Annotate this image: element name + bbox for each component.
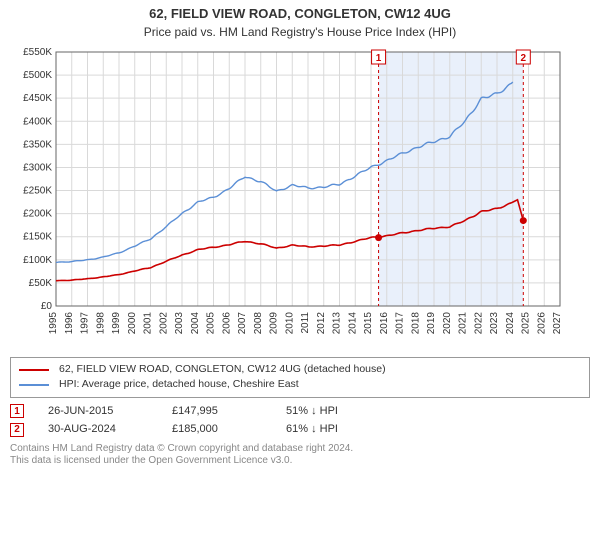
svg-text:2002: 2002 xyxy=(158,312,169,335)
svg-text:2007: 2007 xyxy=(237,312,248,335)
svg-text:1995: 1995 xyxy=(48,312,59,335)
svg-text:2026: 2026 xyxy=(536,312,547,335)
svg-text:2020: 2020 xyxy=(442,312,453,335)
sale-price: £147,995 xyxy=(172,404,262,418)
svg-text:£200K: £200K xyxy=(23,209,52,220)
svg-text:2012: 2012 xyxy=(316,312,327,335)
legend-item-property: 62, FIELD VIEW ROAD, CONGLETON, CW12 4UG… xyxy=(19,362,581,378)
svg-text:2022: 2022 xyxy=(473,312,484,335)
legend-swatch-property xyxy=(19,369,49,371)
sale-marker: 2 xyxy=(10,423,24,437)
svg-text:2025: 2025 xyxy=(521,312,532,335)
svg-text:2010: 2010 xyxy=(284,312,295,335)
footer-note: Contains HM Land Registry data © Crown c… xyxy=(10,443,590,468)
svg-text:£150K: £150K xyxy=(23,232,52,243)
page-subtitle: Price paid vs. HM Land Registry's House … xyxy=(10,25,590,41)
sale-date: 30-AUG-2024 xyxy=(48,422,148,436)
svg-text:2008: 2008 xyxy=(253,312,264,335)
svg-text:1997: 1997 xyxy=(80,312,91,335)
svg-text:1: 1 xyxy=(376,53,382,64)
svg-text:£100K: £100K xyxy=(23,255,52,266)
header: 62, FIELD VIEW ROAD, CONGLETON, CW12 4UG… xyxy=(10,6,590,40)
svg-text:2009: 2009 xyxy=(269,312,280,335)
svg-text:2018: 2018 xyxy=(410,312,421,335)
price-chart: £0 £50K £100K £150K £200K £250K £300K £350K £400… xyxy=(10,46,590,350)
sale-marker: 1 xyxy=(10,404,24,418)
svg-text:2021: 2021 xyxy=(458,312,469,335)
legend: 62, FIELD VIEW ROAD, CONGLETON, CW12 4UG… xyxy=(10,357,590,398)
sale-row: 1 26-JUN-2015 £147,995 51% ↓ HPI xyxy=(10,402,590,420)
legend-label-hpi: HPI: Average price, detached house, Ches… xyxy=(59,378,299,392)
sale-date: 26-JUN-2015 xyxy=(48,404,148,418)
svg-text:1998: 1998 xyxy=(95,312,106,335)
svg-text:2014: 2014 xyxy=(347,312,358,335)
svg-text:1996: 1996 xyxy=(64,312,75,335)
sales-list: 1 26-JUN-2015 £147,995 51% ↓ HPI 2 30-AUG-202… xyxy=(10,402,590,439)
sale-price: £185,000 xyxy=(172,422,262,436)
svg-text:£250K: £250K xyxy=(23,186,52,197)
svg-text:1999: 1999 xyxy=(111,312,122,335)
svg-text:£500K: £500K xyxy=(23,71,52,82)
svg-text:2: 2 xyxy=(521,53,527,64)
legend-swatch-hpi xyxy=(19,384,49,386)
sale-hpi: 61% ↓ HPI xyxy=(286,422,338,436)
svg-text:2003: 2003 xyxy=(174,312,185,335)
svg-text:2011: 2011 xyxy=(300,312,311,334)
svg-text:2016: 2016 xyxy=(379,312,390,335)
svg-text:£450K: £450K xyxy=(23,94,52,105)
legend-item-hpi: HPI: Average price, detached house, Ches… xyxy=(19,377,581,393)
svg-text:£550K: £550K xyxy=(23,47,52,58)
svg-text:2027: 2027 xyxy=(552,312,563,335)
footer-line2: This data is licensed under the Open Gov… xyxy=(10,455,590,468)
sale-hpi: 51% ↓ HPI xyxy=(286,404,338,418)
svg-text:2015: 2015 xyxy=(363,312,374,335)
svg-text:£50K: £50K xyxy=(29,278,53,289)
svg-text:£400K: £400K xyxy=(23,117,52,128)
svg-text:2017: 2017 xyxy=(395,312,406,335)
svg-text:2000: 2000 xyxy=(127,312,138,335)
svg-text:£300K: £300K xyxy=(23,163,52,174)
footer-line1: Contains HM Land Registry data © Crown c… xyxy=(10,443,590,456)
legend-label-property: 62, FIELD VIEW ROAD, CONGLETON, CW12 4UG… xyxy=(59,363,386,377)
svg-text:2019: 2019 xyxy=(426,312,437,335)
svg-text:2001: 2001 xyxy=(143,312,154,335)
svg-text:2005: 2005 xyxy=(206,312,217,335)
svg-text:2004: 2004 xyxy=(190,312,201,335)
svg-text:£0: £0 xyxy=(41,301,53,312)
page-title: 62, FIELD VIEW ROAD, CONGLETON, CW12 4UG xyxy=(10,6,590,23)
svg-text:2006: 2006 xyxy=(221,312,232,335)
svg-text:2013: 2013 xyxy=(332,312,343,335)
svg-text:£350K: £350K xyxy=(23,140,52,151)
svg-text:2024: 2024 xyxy=(505,312,516,335)
chart-svg: £0 £50K £100K £150K £200K £250K £300K £350K £400… xyxy=(10,46,564,346)
sale-row: 2 30-AUG-2024 £185,000 61% ↓ HPI xyxy=(10,420,590,438)
svg-text:2023: 2023 xyxy=(489,312,500,335)
